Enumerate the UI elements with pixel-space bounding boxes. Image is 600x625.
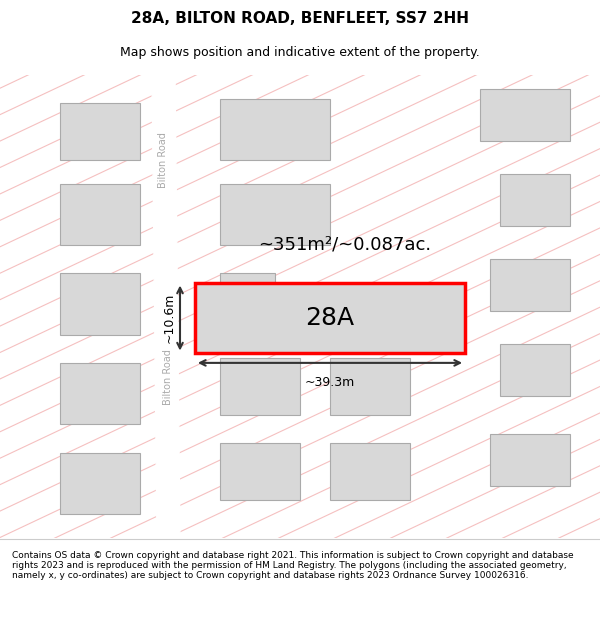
Bar bbox=[60, 452, 140, 514]
Text: 28A: 28A bbox=[305, 306, 355, 330]
Text: Contains OS data © Crown copyright and database right 2021. This information is : Contains OS data © Crown copyright and d… bbox=[12, 551, 574, 581]
Bar bbox=[330, 358, 410, 415]
Bar bbox=[220, 273, 275, 325]
Bar bbox=[490, 259, 570, 311]
Polygon shape bbox=[152, 75, 180, 538]
Text: ~351m²/~0.087ac.: ~351m²/~0.087ac. bbox=[259, 236, 431, 254]
Text: 28A, BILTON ROAD, BENFLEET, SS7 2HH: 28A, BILTON ROAD, BENFLEET, SS7 2HH bbox=[131, 11, 469, 26]
Bar bbox=[220, 443, 300, 500]
Text: ~10.6m: ~10.6m bbox=[163, 293, 176, 343]
Bar bbox=[220, 358, 300, 415]
Bar bbox=[60, 103, 140, 160]
Bar bbox=[60, 363, 140, 424]
Text: ~39.3m: ~39.3m bbox=[305, 376, 355, 389]
Bar bbox=[480, 89, 570, 141]
Bar bbox=[220, 184, 330, 245]
Text: Map shows position and indicative extent of the property.: Map shows position and indicative extent… bbox=[120, 46, 480, 59]
Text: Bilton Road: Bilton Road bbox=[163, 349, 173, 405]
Bar bbox=[220, 99, 330, 160]
Bar bbox=[500, 174, 570, 226]
Bar bbox=[490, 434, 570, 486]
Text: Bilton Road: Bilton Road bbox=[158, 132, 168, 188]
Bar bbox=[330, 443, 410, 500]
Bar bbox=[195, 282, 465, 354]
Bar bbox=[500, 344, 570, 396]
Bar bbox=[60, 184, 140, 245]
Bar bbox=[60, 273, 140, 334]
